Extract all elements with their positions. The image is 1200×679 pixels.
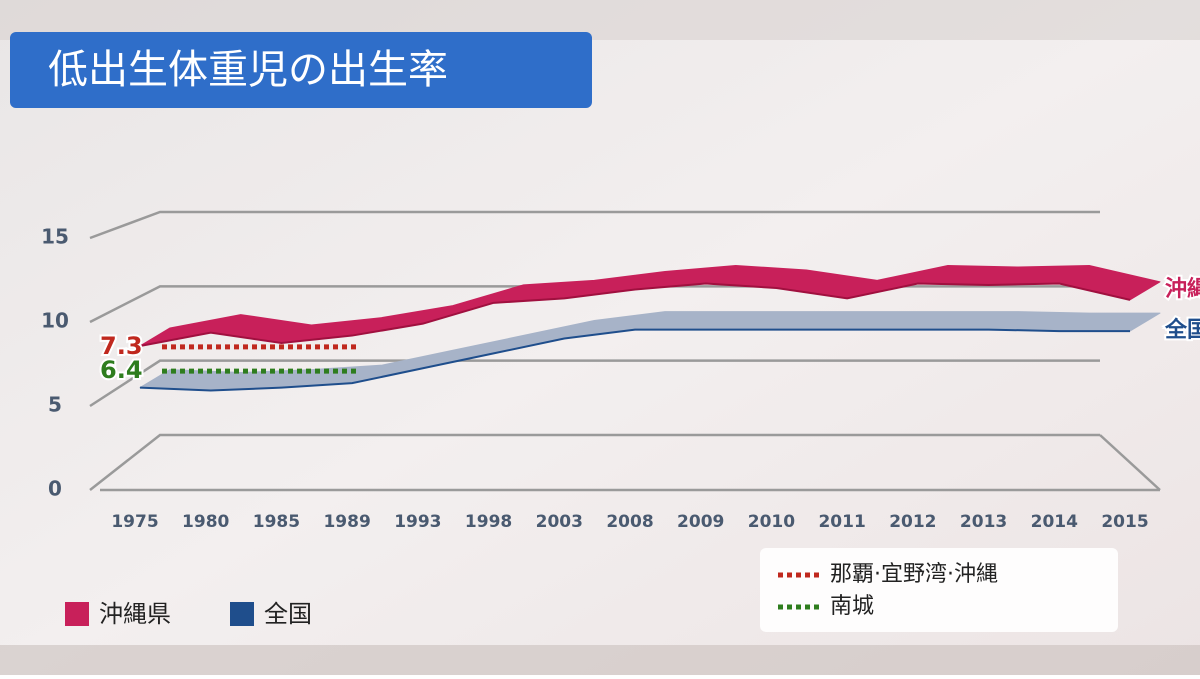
- legend-box: [760, 548, 1118, 632]
- legend-swatch: [230, 602, 254, 626]
- x-tick-label: 2015: [1101, 512, 1148, 532]
- x-tick-label: 2012: [889, 512, 936, 532]
- y-tick-label: 10: [41, 309, 69, 333]
- reference-value: 7.3: [100, 332, 143, 360]
- x-tick-label: 2009: [677, 512, 724, 532]
- y-tick-label: 5: [48, 393, 62, 417]
- floor-right: [1099, 434, 1161, 491]
- chart-title: 低出生体重児の出生率: [48, 47, 448, 93]
- grid-line: [89, 433, 1100, 491]
- title-box: [10, 32, 592, 108]
- series-end-label: 沖縄: [1165, 277, 1200, 302]
- x-tick-label: 2008: [606, 512, 653, 532]
- y-tick-label: 0: [48, 477, 62, 501]
- x-tick-label: 1998: [465, 512, 512, 532]
- legend-label: 南城: [830, 594, 874, 619]
- x-tick-label: 2010: [748, 512, 795, 532]
- x-tick-label: 1993: [394, 512, 441, 532]
- grid-line: [89, 359, 1100, 408]
- x-tick-label: 1989: [323, 512, 370, 532]
- ribbon-edge: [139, 328, 1130, 392]
- x-tick-label: 1985: [253, 512, 300, 532]
- legend-label: 沖縄県: [99, 600, 171, 628]
- x-tick-label: 1975: [111, 512, 158, 532]
- series-end-label: 全国: [1164, 317, 1200, 343]
- x-tick-label: 2003: [536, 512, 583, 532]
- x-tick-label: 1980: [182, 512, 229, 532]
- x-tick-label: 2014: [1031, 512, 1078, 532]
- reference-value: 6.4: [100, 356, 143, 384]
- legend-label: 全国: [264, 600, 312, 628]
- background-bottom: [0, 645, 1200, 675]
- legend-swatch: [65, 602, 89, 626]
- y-tick-label: 15: [41, 225, 69, 249]
- x-tick-label: 2013: [960, 512, 1007, 532]
- x-tick-label: 2011: [818, 512, 865, 532]
- legend-label: 那覇·宜野湾·沖縄: [830, 562, 998, 587]
- ribbon-edge: [139, 282, 1131, 347]
- grid-line: [89, 210, 1100, 240]
